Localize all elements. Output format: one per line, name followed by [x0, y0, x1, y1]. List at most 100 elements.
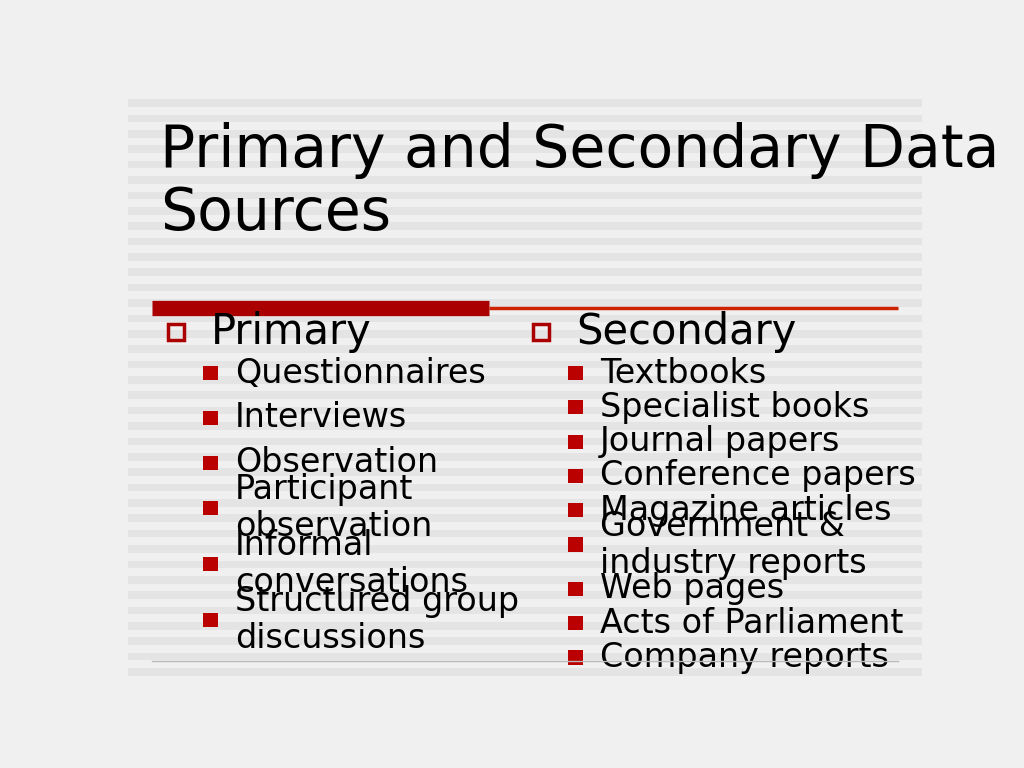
Bar — [128, 253, 922, 260]
Bar — [204, 557, 218, 571]
Bar — [128, 568, 922, 576]
Text: Specialist books: Specialist books — [600, 391, 869, 424]
Bar — [128, 376, 922, 384]
Bar — [128, 130, 922, 137]
Text: Structured group
discussions: Structured group discussions — [236, 585, 519, 655]
Text: Company reports: Company reports — [600, 641, 889, 674]
Bar — [128, 407, 922, 415]
Bar — [128, 507, 922, 515]
Text: Magazine articles: Magazine articles — [600, 494, 892, 527]
Bar — [128, 307, 922, 315]
Bar — [128, 107, 922, 114]
Bar — [128, 591, 922, 599]
Bar — [204, 366, 218, 380]
Bar — [128, 283, 922, 291]
Bar — [128, 237, 922, 245]
Bar — [128, 538, 922, 545]
Bar — [128, 653, 922, 660]
Bar — [128, 168, 922, 176]
Bar — [128, 660, 922, 668]
Bar — [128, 315, 922, 323]
Bar — [568, 435, 583, 449]
Bar — [128, 191, 922, 199]
Text: Interviews: Interviews — [236, 402, 408, 435]
Bar — [568, 400, 583, 415]
Text: Journal papers: Journal papers — [600, 425, 841, 458]
Bar — [128, 114, 922, 122]
Bar — [128, 599, 922, 607]
Bar — [128, 260, 922, 268]
Bar — [128, 561, 922, 568]
Bar — [128, 222, 922, 230]
Bar — [128, 668, 922, 676]
Bar — [568, 650, 583, 664]
Text: Acts of Parliament: Acts of Parliament — [600, 607, 903, 640]
Bar — [204, 411, 218, 425]
Bar — [128, 145, 922, 153]
Bar — [128, 484, 922, 492]
Bar — [128, 676, 922, 684]
Bar — [128, 453, 922, 461]
Bar — [128, 468, 922, 476]
Bar — [532, 324, 549, 339]
Bar — [128, 492, 922, 499]
Bar — [128, 230, 922, 237]
Bar — [128, 476, 922, 484]
Bar — [128, 323, 922, 330]
Text: Web pages: Web pages — [600, 572, 784, 605]
Bar — [128, 84, 922, 91]
Text: Government &
industry reports: Government & industry reports — [600, 510, 867, 580]
Text: Primary: Primary — [211, 311, 372, 353]
Bar — [128, 207, 922, 214]
Text: Primary and Secondary Data
Sources: Primary and Secondary Data Sources — [160, 121, 999, 243]
Bar — [128, 184, 922, 191]
Bar — [128, 515, 922, 522]
Bar — [128, 214, 922, 222]
Bar — [128, 553, 922, 561]
Bar — [128, 330, 922, 338]
Bar — [128, 291, 922, 299]
Bar — [128, 153, 922, 161]
Bar — [128, 415, 922, 422]
Bar — [128, 522, 922, 530]
Bar — [128, 392, 922, 399]
Bar — [128, 622, 922, 630]
Bar — [128, 399, 922, 407]
Bar — [128, 122, 922, 130]
Bar — [204, 456, 218, 470]
Bar — [128, 545, 922, 553]
Bar — [128, 161, 922, 168]
Bar — [128, 630, 922, 637]
Bar — [128, 438, 922, 445]
Bar — [128, 369, 922, 376]
Bar — [128, 422, 922, 430]
Bar — [128, 353, 922, 361]
Text: Observation: Observation — [236, 446, 438, 479]
Bar — [568, 366, 583, 380]
Bar — [128, 268, 922, 276]
Bar — [168, 324, 183, 339]
Bar — [128, 176, 922, 184]
Bar — [128, 430, 922, 438]
Bar — [128, 299, 922, 307]
Bar — [128, 346, 922, 353]
Text: Participant
observation: Participant observation — [236, 473, 432, 543]
Bar — [128, 461, 922, 468]
Bar — [128, 91, 922, 99]
Text: Textbooks: Textbooks — [600, 356, 766, 389]
Text: Informal
conversations: Informal conversations — [236, 529, 468, 599]
Bar — [568, 503, 583, 518]
Bar — [128, 99, 922, 107]
Bar — [128, 276, 922, 283]
Bar — [568, 468, 583, 483]
Bar — [128, 614, 922, 622]
Bar — [128, 384, 922, 392]
Bar — [128, 361, 922, 369]
Bar — [128, 338, 922, 346]
Bar — [128, 530, 922, 538]
Bar — [128, 584, 922, 591]
Text: Secondary: Secondary — [577, 311, 797, 353]
Bar — [568, 538, 583, 551]
Bar — [128, 445, 922, 453]
Bar — [128, 199, 922, 207]
